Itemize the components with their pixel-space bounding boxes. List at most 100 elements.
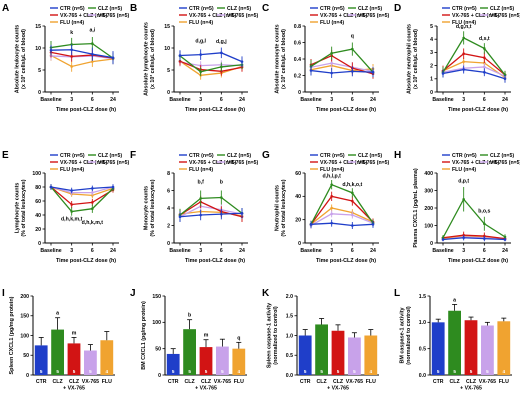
xtick-label-g-2: 6 <box>351 248 354 254</box>
point-e-vx765clz-1 <box>70 203 73 206</box>
series-line-g-clz <box>310 183 374 225</box>
series-line-f-vx765 <box>179 205 243 218</box>
point-h-clz-3 <box>503 235 507 239</box>
ytick-label-k-2: 1.0 <box>286 333 293 339</box>
annotation-i-2: m <box>72 330 77 336</box>
legend-label-c-4: FLU (n=4) <box>320 20 344 26</box>
category-label-i-0-0: CTR <box>36 379 47 385</box>
point-a-ctr-2 <box>91 52 94 56</box>
ytick-label-i-1: 50 <box>23 353 29 359</box>
xtick-label-a-0: Baseline <box>40 97 61 103</box>
category-label-l-3-0: VX-765 <box>479 379 496 385</box>
ytick-label-e-0: 0 <box>38 241 41 247</box>
xlabel-f: Time post-CLZ dose (h) <box>185 258 245 264</box>
ytick-label-i-3: 150 <box>20 314 29 320</box>
bar-n-label-j-0: 5 <box>172 369 175 374</box>
annotation-f-0: b,f <box>197 180 204 186</box>
annotation-j-1: b <box>188 313 191 319</box>
point-g-ctr-0 <box>309 223 313 226</box>
xtick-label-e-0: Baseline <box>40 248 61 254</box>
ylabel-l-line-0: BM caspase-1 activity <box>400 307 406 363</box>
legend-label-b-0: CTR (n=5) <box>189 6 214 12</box>
series-line-g-ctr <box>310 222 374 227</box>
point-a-clz-2 <box>91 42 94 45</box>
point-c-ctr-1 <box>330 71 333 75</box>
annotation-l-1: a <box>453 297 456 303</box>
category-label-l-0-0: CTR <box>433 379 444 385</box>
bar-n-label-j-1: 5 <box>188 369 191 374</box>
xtick-label-c-2: 6 <box>351 97 354 103</box>
point-h-ctr-1 <box>462 236 465 240</box>
ylabel-e-line-1: (% of total leukocytes) <box>21 179 27 236</box>
xtick-label-g-1: 3 <box>330 248 333 254</box>
series-line-e-flu <box>50 186 114 197</box>
point-d-ctr-2 <box>483 70 486 74</box>
xtick-label-h-3: 24 <box>502 248 508 254</box>
xtick-label-c-1: 3 <box>330 97 333 103</box>
category-label-k-3-0: VX-765 <box>346 379 363 385</box>
ytick-label-c-1: 0.2 <box>294 73 301 79</box>
point-h-ctr-3 <box>503 238 507 241</box>
panel-label-c: C <box>262 3 269 14</box>
xtick-label-e-2: 6 <box>91 248 94 254</box>
bar-n-label-l-1: 5 <box>453 369 456 374</box>
ylabel-c-line-1: (x 10³ cells/µL of blood) <box>281 29 287 89</box>
legend-label-f-4: FLU (n=4) <box>189 167 213 173</box>
point-d-vx765-2 <box>483 65 486 69</box>
category-label-i-3-0: VX-765 <box>82 379 99 385</box>
series-line-f-clz <box>179 196 243 216</box>
ytick-label-i-4: 200 <box>20 294 29 300</box>
xtick-label-f-0: Baseline <box>169 248 190 254</box>
ytick-label-d-0: 0 <box>430 90 433 96</box>
ytick-label-d-2: 2 <box>430 63 433 69</box>
legend-label-a-2: VX-765 + CLZ (n=5) <box>60 13 108 19</box>
ytick-label-k-3: 1.5 <box>286 314 293 320</box>
ylabel-i-line-0: Spleen CXCL1 (pg/mg protein) <box>9 296 15 374</box>
bar-j-3 <box>216 346 229 375</box>
point-f-ctr-2 <box>220 212 223 216</box>
xlabel-b: Time post-CLZ dose (h) <box>185 107 245 113</box>
point-d-vx765clz-1 <box>462 52 465 56</box>
series-line-h-clz <box>442 198 506 239</box>
bar-n-label-j-3: 5 <box>221 369 224 374</box>
point-e-clz-1 <box>70 210 73 213</box>
point-f-ctr-1 <box>199 213 202 217</box>
point-e-vx765clz-2 <box>91 201 94 204</box>
xtick-label-d-1: 3 <box>462 97 465 103</box>
series-line-d-vx765clz <box>442 53 506 76</box>
point-h-clz-1 <box>462 197 465 201</box>
point-b-clz-2 <box>220 65 223 69</box>
point-g-vx765-2 <box>351 213 354 217</box>
point-b-ctr-2 <box>220 51 223 55</box>
ytick-label-a-1: 5 <box>38 68 41 74</box>
ytick-label-j-0: 0 <box>158 373 161 379</box>
category-label-j-2-0: CLZ <box>201 379 212 385</box>
point-h-clz-2 <box>483 222 486 226</box>
bar-n-label-i-3: 5 <box>89 369 92 374</box>
bar-j-4 <box>232 348 246 375</box>
xtick-label-h-2: 6 <box>483 248 486 254</box>
point-c-clz-1 <box>330 51 333 55</box>
point-g-vx765-1 <box>330 212 333 216</box>
point-b-ctr-0 <box>178 54 182 57</box>
legend-label-g-4: FLU (n=4) <box>320 167 344 173</box>
bar-j-2 <box>199 347 213 375</box>
xtick-label-h-0: Baseline <box>432 248 453 254</box>
bar-n-label-l-4: 4 <box>503 369 506 374</box>
series-line-a-ctr <box>50 49 114 59</box>
point-d-clz-1 <box>462 36 465 40</box>
bar-n-label-i-1: 5 <box>56 369 59 374</box>
ylabel-l-line-1: (normalized to control) <box>406 306 412 365</box>
legend-label-e-1: CLZ (n=5) <box>98 153 122 159</box>
annotation-h-0: d,p,t <box>458 179 469 185</box>
legend-label-a-0: CTR (n=5) <box>60 6 85 12</box>
series-line-h-ctr <box>442 237 506 241</box>
category-label-j-2-1: + VX-765 <box>195 386 217 392</box>
legend-label-g-2: VX-765 + CLZ (n=5) <box>320 160 368 166</box>
ytick-label-d-3: 3 <box>430 50 433 56</box>
ytick-label-f-4: 8 <box>167 171 170 177</box>
ytick-label-g-3: 60 <box>295 171 301 177</box>
point-e-vx765-2 <box>91 191 94 194</box>
ylabel-a-line-1: (x 10³ cells/µL of blood) <box>21 29 27 89</box>
xtick-label-g-0: Baseline <box>300 248 321 254</box>
